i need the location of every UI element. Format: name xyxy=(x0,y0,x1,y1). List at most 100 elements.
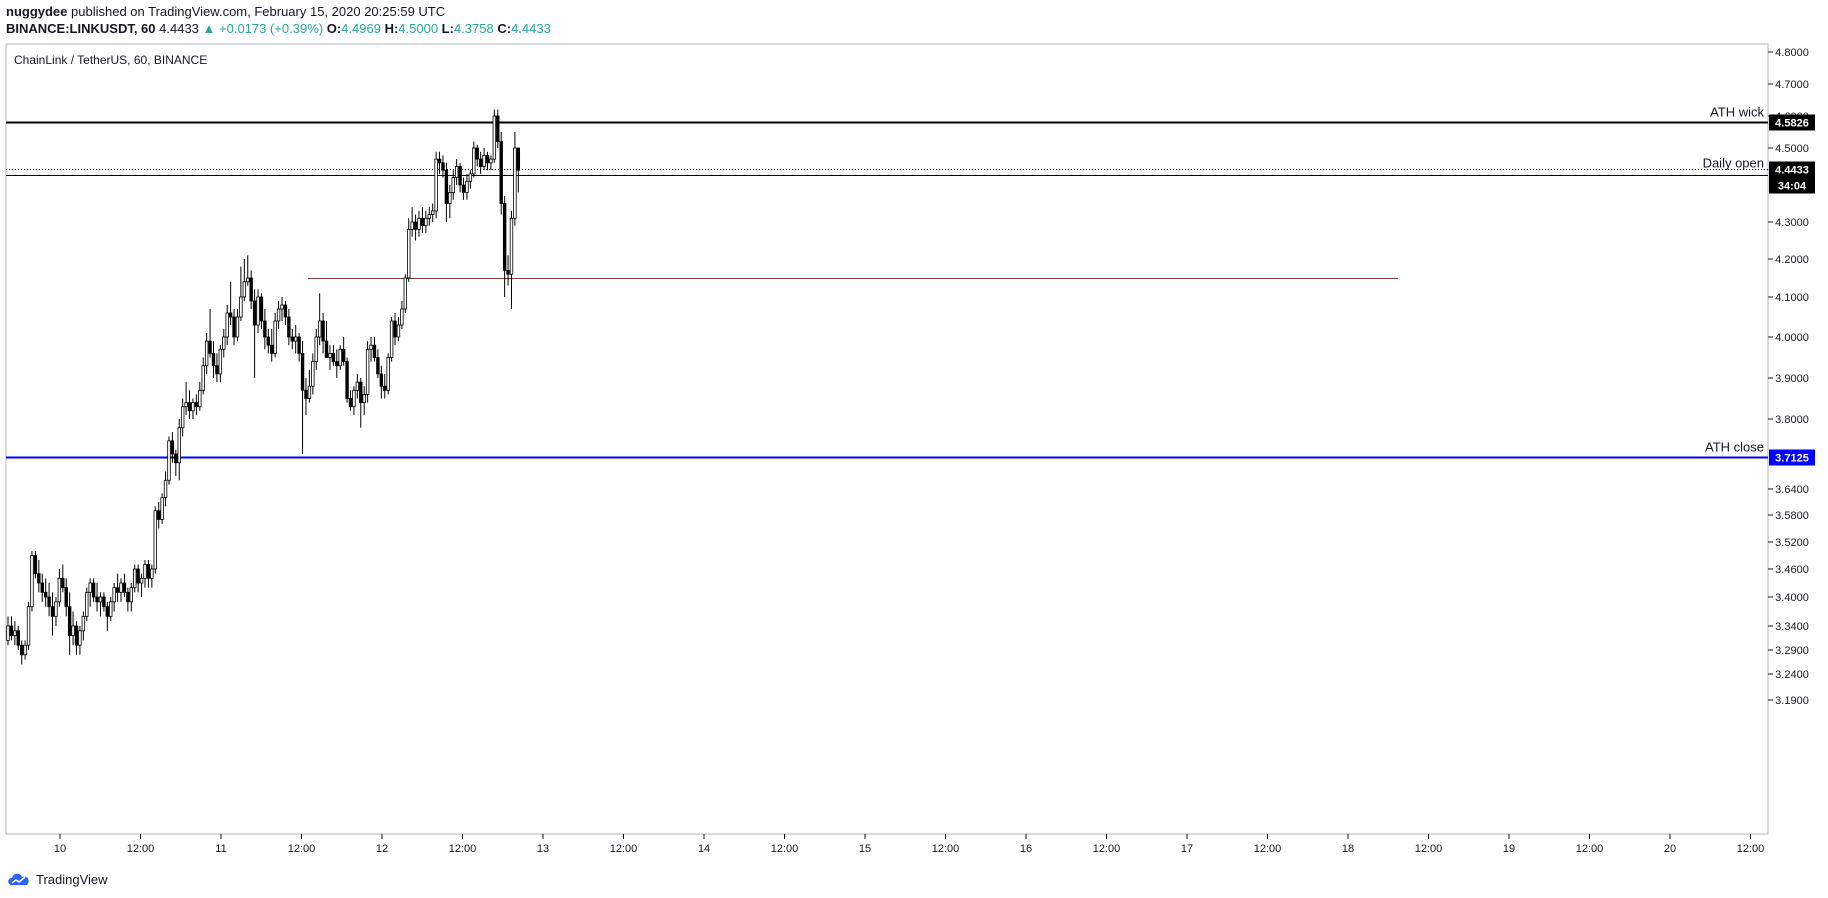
candle-body xyxy=(191,402,195,412)
candle-body xyxy=(516,147,521,171)
candle-body xyxy=(50,606,55,617)
candle-body xyxy=(47,596,51,608)
candle-body xyxy=(208,340,212,354)
candle-body xyxy=(441,162,445,171)
horizontal-lines: ATH wick Daily open ATH close xyxy=(6,105,1768,459)
candle-body xyxy=(54,601,58,617)
candle-body xyxy=(290,336,294,342)
time-tick-label: 12:00 xyxy=(1576,843,1604,855)
candle-body xyxy=(369,344,373,350)
time-tick-label: 12:00 xyxy=(1254,843,1282,855)
price-tick-label: 4.5000 xyxy=(1775,143,1809,155)
candle-body xyxy=(427,214,431,219)
time-tick-label: 12 xyxy=(376,843,388,855)
candle-body xyxy=(184,402,188,408)
candle-body xyxy=(362,393,366,403)
candle-body xyxy=(513,147,517,219)
level-price-tag xyxy=(1769,114,1815,131)
candle-body xyxy=(146,564,151,579)
tradingview-brand: TradingView xyxy=(36,871,108,887)
candle-body xyxy=(407,228,411,279)
price-tick-label: 3.2400 xyxy=(1775,669,1809,681)
candle-body xyxy=(61,577,65,589)
candle-body xyxy=(420,217,425,227)
candle-body xyxy=(30,555,34,608)
candle-body xyxy=(472,147,476,175)
candle-body xyxy=(239,296,243,318)
time-tick-label: 12:00 xyxy=(1415,843,1443,855)
level-label: Daily open xyxy=(1703,156,1764,171)
candle-body xyxy=(91,582,96,598)
high-value: 4.5000 xyxy=(398,21,439,36)
candle-body xyxy=(163,479,168,499)
candle-body xyxy=(492,115,497,160)
price-tick-label: 3.3400 xyxy=(1775,621,1809,633)
candle-body xyxy=(328,352,332,358)
candle-body xyxy=(424,217,428,227)
candle-body xyxy=(338,348,342,367)
time-tick-label: 12:00 xyxy=(1093,843,1121,855)
time-tick-label: 18 xyxy=(1342,843,1354,855)
candle-body xyxy=(109,601,113,617)
chart-frame xyxy=(5,43,1769,835)
candle-body xyxy=(499,141,503,204)
candle-body xyxy=(448,191,452,204)
candle-body xyxy=(400,308,404,326)
candle-body xyxy=(19,644,24,656)
publish-info: nuggydee published on TradingView.com, F… xyxy=(6,4,445,20)
price-tick-label: 3.4000 xyxy=(1775,592,1809,604)
candle-body xyxy=(249,277,253,302)
time-tick-label: 17 xyxy=(1181,843,1193,855)
candle-body xyxy=(126,591,130,603)
candle-body xyxy=(359,381,363,404)
level-price-text: 3.7125 xyxy=(1775,453,1809,465)
candle-body xyxy=(105,606,110,617)
candle-body xyxy=(115,587,120,593)
close-value: 4.4433 xyxy=(511,21,551,36)
candle-body xyxy=(410,221,414,230)
candle-body xyxy=(40,582,44,593)
candle-body xyxy=(465,180,469,193)
price-tick-label: 3.9000 xyxy=(1775,373,1809,385)
candle-body xyxy=(444,169,449,204)
candle-body xyxy=(16,630,20,646)
chart-title: ChainLink / TetherUS, 60, BINANCE xyxy=(14,53,207,67)
candle-body xyxy=(355,381,360,391)
price-tick-label: 3.2900 xyxy=(1775,645,1809,657)
candle-body xyxy=(43,591,48,598)
candle-body xyxy=(283,304,288,318)
candle-body xyxy=(489,158,493,164)
candle-body xyxy=(324,340,329,358)
candle-body xyxy=(218,348,223,375)
candle-body xyxy=(88,582,92,593)
candle-body xyxy=(293,336,298,342)
candle-body xyxy=(139,577,144,584)
candle-body xyxy=(468,173,473,182)
symbol-info: BINANCE:LINKUSDT, 60 4.4433 ▲ +0.0173 (+… xyxy=(6,21,551,37)
candle-body xyxy=(78,630,82,646)
candle-body xyxy=(270,344,274,354)
candle-body xyxy=(280,304,284,310)
author-name[interactable]: nuggydee xyxy=(6,4,68,19)
candle-body xyxy=(335,361,339,367)
candle-body xyxy=(122,582,127,593)
candle-body xyxy=(57,577,62,603)
candle-body xyxy=(403,277,407,310)
candle-body xyxy=(167,440,171,481)
time-tick-label: 12:00 xyxy=(610,843,638,855)
candle-body xyxy=(95,596,99,603)
candle-body xyxy=(85,591,89,617)
candle-body xyxy=(119,582,123,593)
candle-body xyxy=(475,147,479,160)
candle-body xyxy=(502,203,507,271)
high-label: H: xyxy=(384,21,399,36)
candle-body xyxy=(331,352,336,362)
tradingview-footer[interactable]: TradingView xyxy=(6,870,108,888)
time-tick-label: 16 xyxy=(1020,843,1032,855)
candle-body xyxy=(71,625,75,637)
candle-body xyxy=(256,296,260,326)
time-tick-label: 10 xyxy=(54,843,66,855)
price-tick-label: 3.5200 xyxy=(1775,537,1809,549)
